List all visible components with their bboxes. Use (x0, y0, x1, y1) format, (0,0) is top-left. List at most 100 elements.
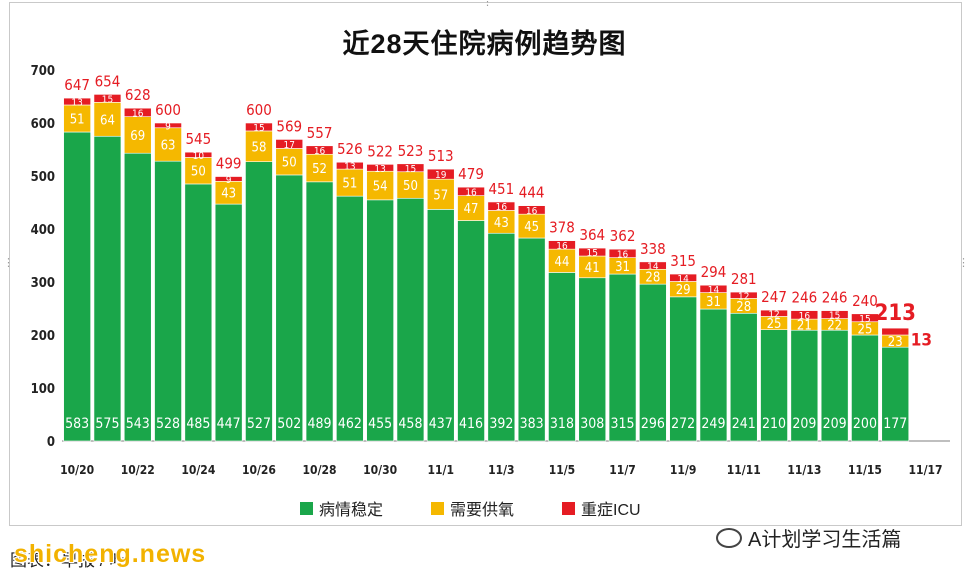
label-icu: 16 (526, 206, 538, 217)
y-tick-label: 700 (31, 64, 55, 79)
label-stable: 315 (611, 416, 635, 432)
label-stable: 209 (792, 416, 816, 432)
x-tick-label: 10/20 (60, 463, 94, 477)
label-oxygen: 50 (282, 156, 297, 171)
bar-stable (669, 296, 697, 442)
bar-icu (396, 163, 425, 173)
resize-handle-right[interactable]: ⋮ (958, 257, 969, 269)
bar-stable (154, 160, 182, 442)
y-tick-label: 200 (31, 329, 55, 344)
bar-stable (184, 183, 213, 442)
x-tick-label: 10/28 (303, 463, 337, 477)
bar-icu (154, 122, 182, 129)
bar-icu (245, 122, 273, 132)
label-total: 513 (428, 147, 454, 165)
legend-label-stable: 病情稳定 (319, 502, 384, 519)
y-tick-label: 500 (31, 170, 55, 185)
bar-icu (608, 248, 637, 258)
label-total: 522 (367, 142, 393, 160)
resize-handle-left[interactable]: ⋮ (3, 257, 14, 269)
x-tick-label: 11/15 (848, 463, 882, 477)
legend-label-icu: 重症ICU (581, 502, 641, 519)
label-icu: 13 (374, 164, 385, 175)
legend-swatch-stable (300, 501, 313, 515)
x-tick-label: 11/13 (787, 463, 821, 477)
label-oxygen: 31 (706, 295, 721, 310)
label-oxygen: 31 (615, 260, 630, 275)
bar-stable (851, 334, 879, 442)
label-oxygen: 43 (494, 216, 509, 231)
label-total: 523 (398, 142, 424, 160)
label-total: 569 (276, 117, 302, 135)
label-total: 240 (852, 292, 878, 310)
label-icu: 14 (647, 262, 659, 273)
bar-stable (820, 329, 849, 442)
bar-stable (93, 135, 122, 442)
label-icu: 12 (738, 291, 749, 302)
bar-icu (729, 291, 758, 299)
bar-icu (305, 145, 334, 155)
bar-oxygen (305, 153, 334, 183)
label-stable: 209 (823, 416, 847, 432)
label-icu: 13 (344, 162, 355, 173)
bar-icu (699, 284, 728, 293)
label-total: 557 (307, 124, 333, 142)
label-oxygen: 51 (70, 112, 85, 127)
label-icu: 16 (617, 249, 629, 260)
bar-stable (639, 283, 667, 442)
label-icu: 9 (165, 121, 171, 132)
label-total: 364 (579, 226, 605, 244)
legend-swatch-oxygen (431, 501, 445, 515)
label-total: 362 (610, 227, 636, 245)
bar-stable (396, 197, 425, 442)
bar-icu (517, 205, 546, 215)
label-oxygen: 43 (221, 187, 236, 202)
label-icu: 15 (587, 248, 598, 259)
x-tick-label: 10/24 (181, 463, 215, 477)
bar-stable (275, 174, 304, 442)
label-icu: 16 (556, 241, 568, 252)
y-tick-label: 300 (31, 276, 55, 291)
bar-chart: 0 100 200 300 400 500 600 700 10/20 10/22 10/24 10/… (31, 64, 950, 477)
label-icu: 15 (253, 123, 264, 134)
label-oxygen: 25 (767, 317, 782, 332)
bar-icu (184, 151, 213, 158)
bar-oxygen (396, 171, 425, 199)
label-oxygen: 64 (100, 113, 115, 128)
label-stable: 318 (550, 416, 574, 432)
legend-swatch-icu (562, 501, 576, 515)
label-icu: 15 (102, 94, 113, 105)
label-icu: 19 (435, 170, 447, 181)
y-tick-label: 600 (31, 117, 55, 132)
bar-stable (881, 346, 910, 442)
label-oxygen: 57 (433, 188, 448, 203)
bar-icu (426, 168, 455, 180)
y-tick-label: 100 (31, 382, 55, 397)
label-stable: 489 (308, 416, 332, 432)
label-stable: 296 (641, 416, 665, 432)
legend: 病情稳定 需要供氧 重症ICU (300, 496, 641, 520)
label-total: 246 (791, 289, 817, 307)
label-icu: 15 (859, 314, 870, 325)
label-total: 338 (640, 240, 666, 258)
bar-groups (63, 94, 910, 442)
label-stable: 458 (398, 416, 422, 432)
label-oxygen: 41 (585, 261, 600, 276)
label-icu: 14 (677, 274, 689, 285)
label-total: 479 (458, 165, 484, 183)
label-stable: 272 (671, 416, 695, 432)
label-stable: 210 (762, 416, 786, 432)
label-stable: 447 (217, 416, 241, 432)
label-oxygen: 29 (676, 283, 691, 298)
bar-oxygen (275, 148, 304, 176)
resize-handle-top[interactable]: ⋮ (482, 0, 493, 8)
label-total: 247 (761, 288, 787, 306)
bar-stable (487, 232, 516, 442)
bar-icu (457, 186, 485, 196)
bar-icu (639, 261, 667, 270)
label-icu: 12 (768, 309, 779, 320)
bar-icu (214, 176, 243, 182)
label-icu: 15 (405, 164, 416, 175)
label-oxygen: 50 (403, 179, 418, 194)
label-total: 294 (701, 263, 727, 281)
